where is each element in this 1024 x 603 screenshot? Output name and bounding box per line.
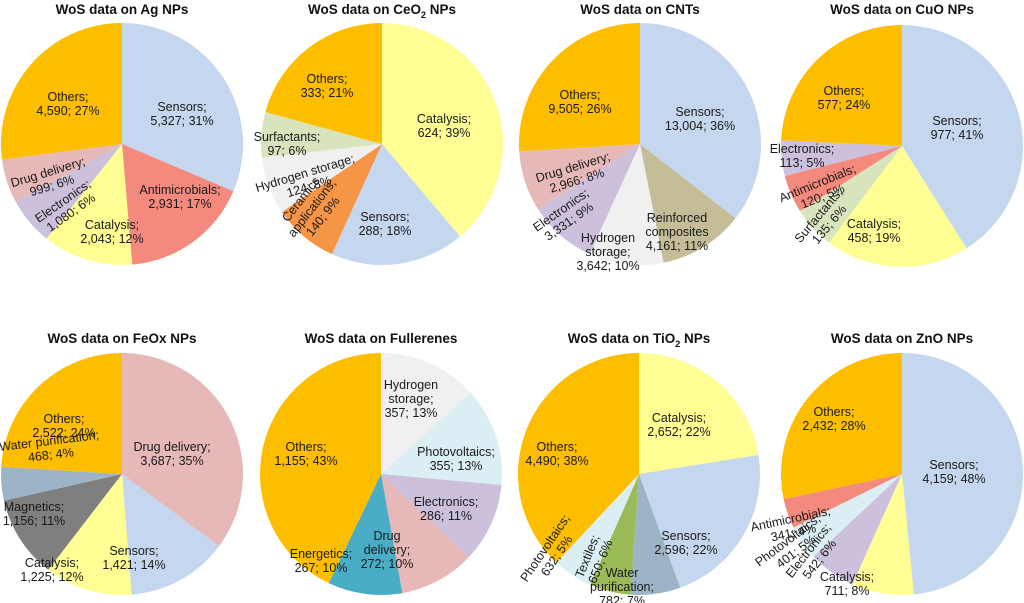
chart-title: WoS data on ZnO NPs bbox=[831, 331, 973, 346]
pie-slice-antimicrobials bbox=[122, 144, 234, 265]
data-label-others: Others; 4,590; 27% bbox=[36, 90, 99, 118]
chart-title: WoS data on Fullerenes bbox=[305, 331, 458, 346]
pie-slice-sensors bbox=[902, 25, 1024, 249]
pie-slice-others bbox=[0, 23, 123, 160]
data-label-catalysis: Catalysis; 458; 19% bbox=[847, 217, 901, 245]
pie-slice-catalysis bbox=[852, 474, 914, 596]
pie-slice-electronics bbox=[538, 144, 640, 255]
pie-slice-hydrogen-storage bbox=[381, 353, 471, 474]
pie-slice-others bbox=[1, 353, 123, 474]
data-label-electronics: Electronics; 286; 11% bbox=[414, 495, 479, 523]
data-label-hydrogen-storage: Hydrogen storage; 3,642; 10% bbox=[576, 231, 639, 273]
pie-slice-sensors bbox=[902, 353, 1024, 595]
data-label-catalysis: Catalysis; 624; 39% bbox=[417, 112, 471, 140]
data-label-sensors: Sensors; 1,421; 14% bbox=[102, 544, 165, 572]
data-label-others: Others; 2,522; 24% bbox=[32, 412, 95, 440]
data-label-energetics: Energetics; 267; 10% bbox=[290, 547, 353, 575]
data-label-others: Others; 577; 24% bbox=[818, 84, 871, 112]
pie-slice-hydrogen-storage bbox=[261, 144, 382, 212]
pie-slice-sensors bbox=[331, 144, 460, 265]
data-label-catalysis: Catalysis; 711; 8% bbox=[820, 570, 874, 598]
pie-chart-6: WoS data on Fullerenes Hydrogen storage; 35… bbox=[260, 331, 503, 595]
data-label-others: Others; 1,155; 43% bbox=[274, 440, 337, 468]
data-label-others: Others; 4,490; 38% bbox=[525, 440, 588, 468]
pie-slice-sensors bbox=[640, 23, 762, 219]
data-label-drug-delivery: Drug delivery; 272; 10% bbox=[361, 529, 414, 571]
pie-slice-others bbox=[781, 25, 902, 146]
pie-slice-sensors bbox=[639, 454, 761, 588]
data-label-antimicrobials: Antimicrobials; 2,931; 17% bbox=[139, 183, 220, 211]
data-label-sensors: Sensors; 977; 41% bbox=[931, 114, 984, 142]
pie-chart-7: WoS data on TiO2 NPs Catalysis; 2,652; 22%… bbox=[517, 331, 761, 603]
pie-slice-others bbox=[260, 353, 381, 584]
data-label-sensors: Sensors; 2,596; 22% bbox=[654, 529, 717, 557]
data-label-sensors: Sensors; 13,004; 36% bbox=[665, 105, 735, 133]
pie-slice-photovoltaics bbox=[381, 392, 503, 485]
pie-slice-electronics bbox=[781, 140, 902, 177]
data-label-sensors: Sensors; 288; 18% bbox=[359, 210, 412, 238]
pie-slice-drug-delivery bbox=[122, 353, 243, 547]
pie-slice-surfactants bbox=[260, 111, 382, 158]
data-label-others: Others; 9,505; 26% bbox=[548, 88, 611, 116]
pie-slice-catalysis bbox=[829, 146, 967, 268]
data-label-catalysis: Catalysis; 1,225; 12% bbox=[20, 556, 83, 584]
data-label-sensors: Sensors; 4,159; 48% bbox=[922, 458, 985, 486]
pie-slice-photovoltaics bbox=[556, 474, 639, 585]
data-label-surfactants: Surfactants; 97; 6% bbox=[254, 130, 321, 158]
pie-slice-drug-delivery bbox=[381, 474, 469, 594]
data-label-hydrogen-storage: Hydrogen storage; 357; 13% bbox=[384, 378, 438, 420]
chart-title: WoS data on Ag NPs bbox=[56, 2, 189, 17]
pie-slice-surfactants bbox=[799, 146, 902, 243]
pie-slice-energetics bbox=[328, 474, 403, 595]
pie-slice-photovoltaics bbox=[793, 474, 902, 557]
data-label-photovoltaics: Photovoltaics; 355; 13% bbox=[417, 445, 495, 473]
chart-title: WoS data on CNTs bbox=[580, 2, 700, 17]
chart-title: WoS data on CeO2 NPs bbox=[308, 2, 456, 20]
pie-slice-catalysis bbox=[382, 23, 503, 237]
data-label-others: Others; 2,432; 28% bbox=[802, 405, 865, 433]
data-label-reinforced-composites: Reinforced composites 4,161; 11% bbox=[645, 211, 708, 253]
data-label-electronics: Electronics; 113; 5% bbox=[770, 142, 835, 170]
data-label-catalysis: Catalysis; 2,043; 12% bbox=[80, 218, 143, 246]
pie-slice-water-purification bbox=[630, 474, 681, 595]
chart-title: WoS data on CuO NPs bbox=[830, 2, 974, 17]
pie-slice-sensors bbox=[122, 23, 244, 192]
data-label-magnetics: Magnetics; 1,156; 11% bbox=[3, 500, 65, 528]
pie-slice-electronics bbox=[381, 474, 502, 558]
pie-slice-others bbox=[517, 353, 639, 563]
chart-title: WoS data on FeOx NPs bbox=[47, 331, 196, 346]
chart-title: WoS data on TiO2 NPs bbox=[568, 331, 711, 349]
pie-slice-water-purification bbox=[1, 466, 122, 501]
pie-slice-others bbox=[780, 352, 902, 500]
pie-slice-drug-delivery bbox=[2, 144, 122, 202]
pie-chart-2: WoS data on CeO2 NPs Catalysis; 624; 39% Se… bbox=[254, 2, 503, 265]
data-label-catalysis: Catalysis; 2,652; 22% bbox=[647, 411, 710, 439]
pie-chart-8: WoS data on ZnO NPs Sensors; 4,159; 48% Cat… bbox=[749, 331, 1024, 598]
pie-slice-catalysis bbox=[48, 474, 132, 595]
pie-slice-textiles bbox=[590, 474, 639, 595]
pie-slice-antimicrobials bbox=[783, 474, 902, 528]
data-label-others: Others; 333; 21% bbox=[301, 72, 354, 100]
pie-slice-electronics bbox=[813, 474, 902, 585]
pie-slice-others bbox=[518, 23, 640, 152]
pie-slice-catalysis bbox=[46, 144, 133, 265]
pie-chart-5: WoS data on FeOx NPs Drug delivery; 3,687;… bbox=[0, 331, 243, 595]
pie-slice-electronics bbox=[15, 144, 123, 239]
pie-slice-ceramics-applications bbox=[281, 144, 382, 255]
pie-slice-antimicrobials bbox=[784, 146, 902, 212]
pie-slice-magnetics bbox=[3, 474, 122, 570]
pie-chart-1: WoS data on Ag NPs Sensors; 5,327; 31% Anti… bbox=[0, 2, 244, 265]
pie-slice-sensors bbox=[122, 474, 220, 595]
pie-slice-reinforced-composites bbox=[640, 144, 736, 263]
data-label-water-purification: Water purification; 782; 7% bbox=[590, 566, 654, 603]
pie-chart-3: WoS data on CNTs Sensors; 13,004; 36% Reinf… bbox=[518, 2, 762, 273]
data-label-drug-delivery: Drug delivery; 3,687; 35% bbox=[133, 440, 210, 468]
pie-slice-catalysis bbox=[639, 353, 759, 474]
pie-slice-others bbox=[265, 23, 382, 144]
pie-slice-drug-delivery bbox=[519, 144, 640, 210]
data-label-sensors: Sensors; 5,327; 31% bbox=[150, 100, 213, 128]
pie-slice-hydrogen-storage bbox=[589, 144, 664, 265]
pie-chart-4: WoS data on CuO NPs Sensors; 977; 41% Catal… bbox=[770, 2, 1024, 268]
